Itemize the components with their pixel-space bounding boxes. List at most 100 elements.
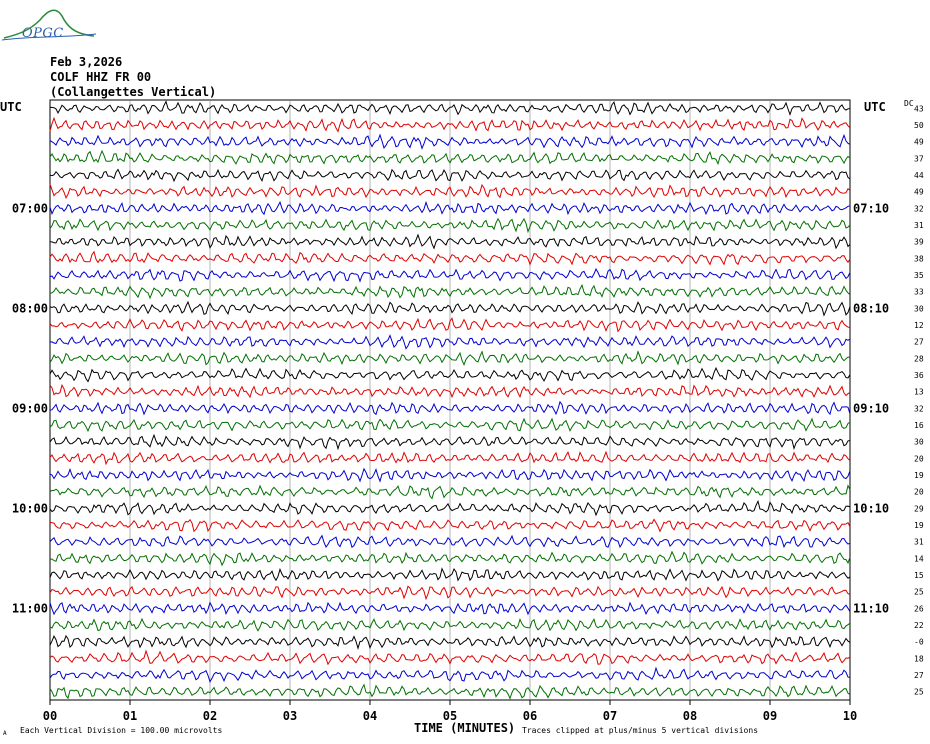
x-tick-label: 02 [203,709,217,723]
dc-offset-label: 31 [914,538,924,547]
dc-offset-label: 35 [914,271,924,280]
trace-row [49,334,851,350]
dc-offset-label: 37 [914,154,924,163]
x-tick-label: 07 [603,709,617,723]
dc-offset-label: 50 [914,121,924,130]
dc-offset-label: 22 [914,621,924,630]
trace-row [49,400,851,416]
right-hour-label: 09:10 [853,401,889,415]
dc-offset-label: 31 [914,221,924,230]
dc-offset-label: 26 [914,604,924,613]
trace-row [49,518,851,533]
dc-label: DC [904,99,914,108]
trace-row [50,100,851,117]
dc-offset-label: 30 [914,304,924,313]
dc-offset-label: 18 [914,654,924,663]
clip-note: Traces clipped at plus/minus 5 vertical … [522,726,758,735]
trace-row [49,601,851,616]
left-hour-label: 09:00 [12,401,48,415]
trace-row [49,350,851,367]
trace-row [49,183,851,199]
dc-offset-label: 19 [914,471,924,480]
dc-offset-label: 44 [914,171,924,180]
trace-row [49,133,851,150]
trace-row [49,499,851,517]
trace-row [49,116,851,133]
dc-offset-label: 25 [914,688,924,697]
dc-offset-label: 49 [914,188,924,197]
trace-row [49,317,851,333]
trace-row [49,683,851,700]
x-tick-label: 06 [523,709,537,723]
dc-offset-label: 27 [914,338,924,347]
trace-row [49,666,851,684]
trace-row [49,200,851,216]
x-tick-label: 04 [363,709,377,723]
trace-row [49,283,851,300]
corner-mark: A [3,730,7,737]
trace-row [49,484,851,500]
trace-row [49,550,851,567]
trace-row [49,149,851,166]
trace-row [49,383,851,399]
trace-row [49,300,851,317]
x-tick-label: 03 [283,709,297,723]
trace-row [49,168,851,183]
right-hour-label: 11:10 [853,601,889,615]
trace-row [49,585,851,601]
trace-row [49,217,851,234]
trace-row [49,450,851,466]
trace-row [49,467,851,483]
location-label: (Collangettes Vertical) [50,85,217,99]
dc-offset-label: 16 [914,421,924,430]
left-hour-label: 11:00 [12,601,48,615]
dc-offset-label: 15 [914,571,924,580]
trace-row [49,267,851,283]
dc-offset-label: 36 [914,371,924,380]
trace-row [49,417,851,433]
dc-offset-label: 30 [914,438,924,447]
scale-note: Each Vertical Division = 100.00 microvol… [20,726,222,735]
date-label: Feb 3,2026 [50,55,123,69]
right-hour-label: 10:10 [853,501,889,515]
right-hour-label: 08:10 [853,301,889,315]
dc-offset-label: 33 [914,288,924,297]
x-tick-label: 08 [683,709,697,723]
dc-offset-label: 49 [914,138,924,147]
trace-row [49,433,851,451]
trace-row [49,250,851,266]
trace-row [49,366,851,383]
x-tick-label: 00 [43,709,57,723]
trace-row [49,233,851,250]
dc-offset-label: 43 [914,104,924,113]
dc-offset-label: 14 [914,554,924,563]
trace-row [49,617,851,632]
opgc-logo-icon [3,9,95,39]
dc-offset-label: 29 [914,504,924,513]
dc-offset-label: 38 [914,254,924,263]
station-label: COLF HHZ FR 00 [50,70,152,84]
right-hour-label: 07:10 [853,201,889,215]
x-tick-label: 05 [443,709,457,723]
dc-offset-label: 32 [914,404,924,413]
trace-row [49,649,851,666]
dc-offset-label: 20 [914,488,924,497]
trace-row [49,567,851,582]
x-tick-label: 10 [843,709,857,723]
dc-offset-label: -0 [914,638,924,647]
dc-offset-label: 25 [914,588,924,597]
dc-offset-label: 27 [914,671,924,680]
x-tick-label: 09 [763,709,777,723]
dc-offset-label: 32 [914,204,924,213]
dc-offset-label: 39 [914,238,924,247]
left-hour-label: 07:00 [12,201,48,215]
right-utc-label: UTC [864,100,886,114]
x-axis-title: TIME (MINUTES) [414,721,515,735]
dc-offset-label: 13 [914,388,924,397]
opgc-logo-swoosh [1,33,97,41]
dc-offset-label: 28 [914,354,924,363]
left-hour-label: 10:00 [12,501,48,515]
dc-offset-label: 19 [914,521,924,530]
trace-row [49,634,851,650]
